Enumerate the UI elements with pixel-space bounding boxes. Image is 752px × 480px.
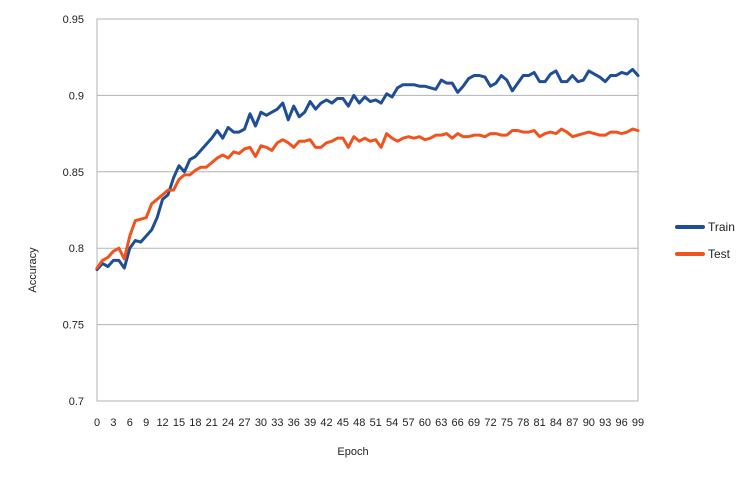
x-tick-label: 42 bbox=[320, 417, 332, 429]
x-tick-label: 21 bbox=[206, 417, 218, 429]
x-tick-label: 39 bbox=[304, 417, 316, 429]
legend: Train Test bbox=[675, 220, 735, 261]
x-tick-label: 96 bbox=[615, 417, 627, 429]
y-tick-label: 0.7 bbox=[69, 396, 84, 408]
x-tick-label: 54 bbox=[386, 417, 398, 429]
x-tick-label: 57 bbox=[402, 417, 414, 429]
x-tick-label: 27 bbox=[238, 417, 250, 429]
y-axis-title: Accuracy bbox=[27, 247, 39, 293]
grid-lines bbox=[97, 18, 638, 402]
x-tick-label: 66 bbox=[452, 417, 464, 429]
legend-label-train: Train bbox=[708, 220, 735, 234]
legend-label-test: Test bbox=[708, 247, 731, 261]
x-tick-label: 51 bbox=[370, 417, 382, 429]
y-axis-ticks: 0.7 0.75 0.8 0.85 0.9 0.95 bbox=[63, 14, 84, 408]
x-tick-label: 93 bbox=[599, 417, 611, 429]
x-tick-label: 0 bbox=[94, 417, 100, 429]
x-axis-title: Epoch bbox=[337, 446, 368, 458]
y-tick-label: 0.75 bbox=[63, 320, 84, 332]
x-tick-label: 24 bbox=[222, 417, 234, 429]
x-tick-label: 60 bbox=[419, 417, 431, 429]
x-tick-label: 99 bbox=[632, 417, 644, 429]
x-tick-label: 72 bbox=[484, 417, 496, 429]
x-tick-label: 90 bbox=[583, 417, 595, 429]
x-tick-label: 63 bbox=[435, 417, 447, 429]
x-tick-label: 12 bbox=[156, 417, 168, 429]
series-line-test bbox=[95, 127, 640, 270]
x-tick-label: 69 bbox=[468, 417, 480, 429]
x-tick-label: 48 bbox=[353, 417, 365, 429]
y-tick-label: 0.9 bbox=[69, 90, 84, 102]
series-lines bbox=[95, 67, 640, 272]
plot-area-frame bbox=[96, 18, 639, 402]
x-tick-label: 18 bbox=[189, 417, 201, 429]
x-tick-label: 81 bbox=[534, 417, 546, 429]
x-tick-label: 3 bbox=[110, 417, 116, 429]
x-tick-label: 33 bbox=[271, 417, 283, 429]
x-axis-ticks: 0 3 6 9 12 15 18 21 24 27 30 33 36 39 42 45 48 51 54 57 60 63… bbox=[94, 417, 644, 429]
y-tick-label: 0.8 bbox=[69, 243, 84, 255]
x-tick-label: 84 bbox=[550, 417, 562, 429]
x-tick-label: 45 bbox=[337, 417, 349, 429]
x-tick-label: 36 bbox=[288, 417, 300, 429]
x-tick-label: 6 bbox=[127, 417, 133, 429]
x-tick-label: 87 bbox=[566, 417, 578, 429]
x-tick-label: 30 bbox=[255, 417, 267, 429]
y-tick-label: 0.85 bbox=[63, 167, 84, 179]
y-tick-label: 0.95 bbox=[63, 14, 84, 26]
x-tick-label: 9 bbox=[143, 417, 149, 429]
x-tick-label: 15 bbox=[173, 417, 185, 429]
x-tick-label: 78 bbox=[517, 417, 529, 429]
x-tick-label: 75 bbox=[501, 417, 513, 429]
series-line-train bbox=[95, 67, 640, 272]
